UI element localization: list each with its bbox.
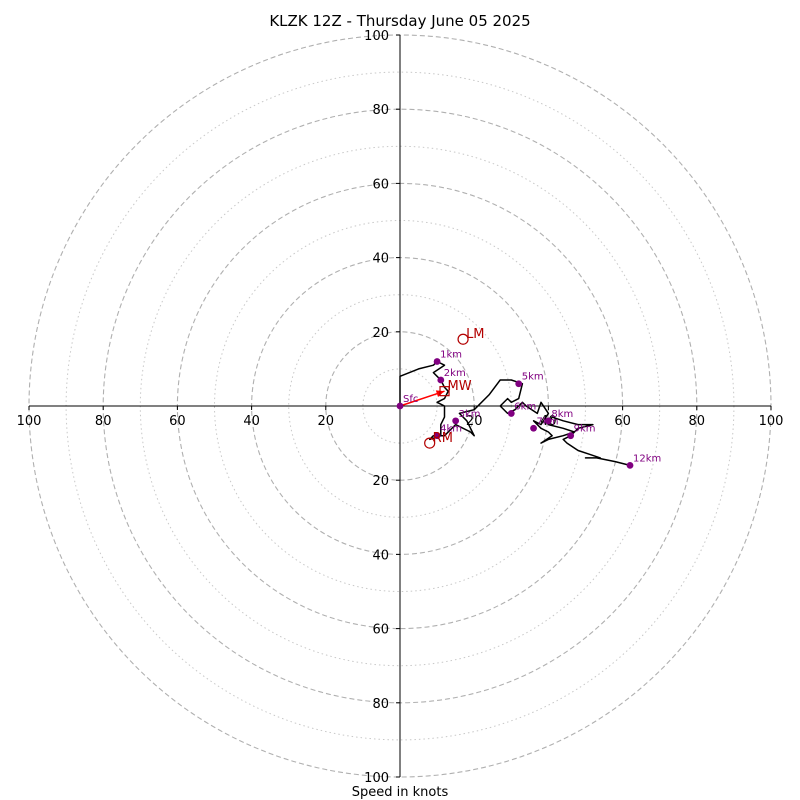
chart-title: KLZK 12Z - Thursday June 05 2025 — [269, 12, 530, 30]
height-label-1km: 1km — [440, 349, 462, 360]
x-axis-label: Speed in knots — [352, 785, 449, 800]
height-label-2km: 2km — [444, 368, 466, 379]
height-marker-Sfc — [396, 402, 404, 410]
storm-motion-lm-label: LM — [466, 327, 484, 342]
tick-label-down: 100 — [364, 771, 389, 786]
height-marker-12km — [626, 461, 634, 469]
height-label-5km: 5km — [522, 372, 544, 383]
tick-label-right: 100 — [759, 414, 784, 429]
storm-motion-mw-label: MW — [448, 379, 472, 394]
tick-label-right: 20 — [466, 414, 483, 429]
height-marker-5km — [515, 380, 523, 388]
tick-label-left: 40 — [243, 414, 260, 429]
storm-motion-lm-marker — [457, 333, 469, 345]
tick-label-up: 20 — [372, 326, 389, 341]
height-marker-4km — [433, 432, 441, 440]
tick-label-left: 20 — [318, 414, 335, 429]
tick-label-down: 60 — [372, 623, 389, 638]
height-marker-9km — [567, 432, 575, 440]
height-marker-layer: Sfc1km2km3km4km5km6km7km8km9km12km — [396, 349, 661, 469]
tick-label-down: 40 — [372, 548, 389, 563]
height-label-4km: 4km — [440, 424, 462, 435]
axis-tick-labels: 2020202040404040606060608080808010010010… — [17, 29, 784, 786]
hodograph-trace — [399, 360, 631, 467]
tick-label-up: 60 — [372, 177, 389, 192]
height-label-9km: 9km — [574, 424, 596, 435]
tick-label-right: 80 — [689, 414, 706, 429]
hodograph-trace-layer — [399, 360, 631, 467]
height-label-8km: 8km — [551, 409, 573, 420]
tick-label-left: 60 — [169, 414, 186, 429]
tick-label-left: 100 — [17, 414, 42, 429]
height-marker-8km — [545, 417, 552, 425]
tick-label-left: 80 — [95, 414, 112, 429]
storm-motion-rm-label: RM — [433, 431, 453, 446]
height-marker-7km — [530, 424, 537, 432]
tick-label-up: 40 — [372, 252, 389, 267]
tick-label-down: 20 — [372, 474, 389, 489]
height-marker-2km — [437, 376, 445, 384]
height-marker-1km — [433, 358, 441, 365]
axis-ticks — [28, 34, 772, 778]
tick-label-down: 80 — [372, 697, 389, 712]
storm-motion-mw-marker — [439, 386, 450, 397]
height-marker-6km — [507, 410, 515, 417]
height-label-6km: 6km — [514, 401, 536, 412]
height-marker-3km — [452, 417, 460, 425]
height-label-12km: 12km — [633, 453, 661, 464]
height-label-3km: 3km — [459, 409, 481, 420]
tick-label-up: 80 — [372, 103, 389, 118]
tick-label-up: 100 — [364, 29, 389, 44]
storm-motion-rm-marker — [424, 437, 436, 449]
tick-label-right: 60 — [614, 414, 631, 429]
height-label-Sfc: Sfc — [403, 394, 418, 405]
storm-motion-layer: RM LM MW — [424, 327, 485, 449]
